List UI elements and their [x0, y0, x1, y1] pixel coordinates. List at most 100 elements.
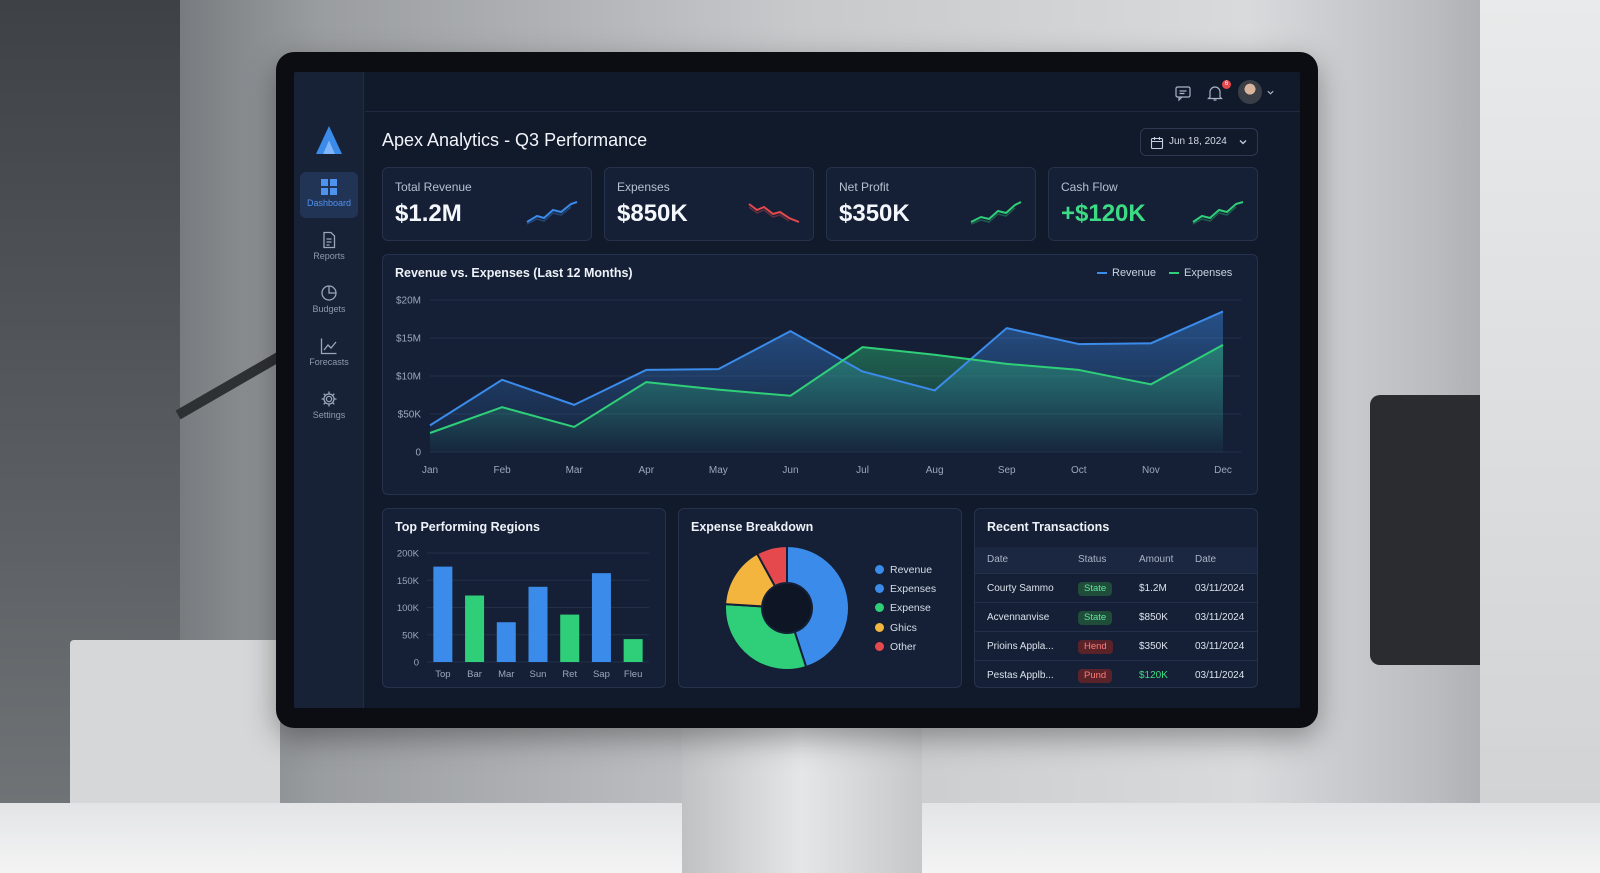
pie-legend: Revenue Expenses Expense Ghics Other [875, 561, 936, 657]
chat-icon[interactable] [1174, 84, 1192, 102]
cell-date: 03/11/2024 [1195, 612, 1245, 623]
bar-sun [528, 586, 548, 662]
cell-name: Courty Sammo [987, 583, 1054, 594]
sidebar-item-reports[interactable]: Reports [300, 225, 358, 271]
legend-swatch [875, 565, 884, 574]
top-regions-panel: Top Performing Regions 0 50K 100K 150K 200K T… [382, 508, 666, 688]
pie-legend-item[interactable]: Ghics [875, 619, 936, 638]
series-area-expenses [430, 344, 1223, 452]
avatar[interactable] [1238, 80, 1262, 104]
chart-title: Top Performing Regions [395, 520, 540, 534]
sparkline-up-icon [1192, 201, 1244, 225]
status-badge: State [1078, 611, 1113, 625]
cell-date: 03/11/2024 [1195, 670, 1245, 681]
pie-chart-icon [321, 285, 337, 301]
table-title: Recent Transactions [987, 520, 1110, 534]
cell-name: Prioins Appla... [987, 641, 1054, 652]
status-badge: Hend [1078, 640, 1113, 654]
pie-legend-item[interactable]: Revenue [875, 561, 936, 580]
legend-revenue[interactable]: Revenue [1097, 267, 1156, 279]
kpi-card-total-revenue[interactable]: Total Revenue $1.2M [382, 167, 592, 241]
legend-label: Expenses [890, 583, 937, 596]
table-row[interactable]: Prioins Appla... Hend $350K 03/11/2024 [975, 631, 1257, 660]
column-header[interactable]: Amount [1139, 554, 1174, 565]
sparkline-up-icon [970, 201, 1022, 225]
line-chart-icon [320, 338, 337, 355]
document-icon [323, 231, 336, 249]
sidebar-item-budgets[interactable]: Budgets [300, 278, 358, 324]
y-tick-label: 200K [397, 549, 420, 560]
transactions-table: Date Status Amount Date Courty Sammo Sta… [975, 547, 1257, 687]
page-title: Apex Analytics - Q3 Performance [382, 130, 648, 150]
donut-chart [724, 544, 850, 671]
kpi-label: Cash Flow [1061, 180, 1118, 194]
sidebar-item-label: Dashboard [306, 198, 352, 208]
x-tick-label: Sun [530, 669, 547, 680]
kpi-card-expenses[interactable]: Expenses $850K [604, 167, 814, 241]
bell-icon[interactable] [1206, 84, 1224, 102]
legend-label: Expense [890, 602, 931, 615]
y-tick-label: 0 [415, 448, 421, 459]
sparkline-down-icon [748, 203, 800, 223]
cell-date: 03/11/2024 [1195, 641, 1245, 652]
table-row[interactable]: Pestas Applb... Pund $120K 03/11/2024 [975, 660, 1257, 687]
kpi-value: $350K [839, 200, 910, 227]
kpi-card-cash-flow[interactable]: Cash Flow +$120K [1048, 167, 1258, 241]
y-tick-label: 0 [414, 658, 419, 669]
legend-label: Revenue [890, 564, 933, 576]
bar-chart: 0 50K 100K 150K 200K Top Bar Mar Sun Ret Sap Fleu [397, 549, 649, 680]
slice-expenses [786, 544, 850, 669]
cell-amount: $1.2M [1139, 583, 1167, 594]
x-tick-label: Bar [467, 669, 482, 680]
cell-name: Pestas Applb... [987, 670, 1054, 681]
legend-label: Revenue [1112, 267, 1157, 279]
pie-legend-item[interactable]: Expense [875, 599, 936, 618]
bar-bar [465, 595, 485, 662]
expense-breakdown-panel: Expense Breakdown Revenue Expenses Expen… [678, 508, 962, 688]
sidebar-item-label: Forecasts [309, 357, 349, 367]
x-tick-label: Aug [926, 465, 944, 476]
dashboard-icon [321, 179, 337, 195]
kpi-card-net-profit[interactable]: Net Profit $350K [826, 167, 1036, 241]
series-line-revenue [429, 310, 1224, 427]
kpi-label: Total Revenue [395, 180, 472, 194]
column-header[interactable]: Date [1195, 554, 1217, 565]
gear-icon [321, 391, 337, 407]
sidebar-item-settings[interactable]: Settings [300, 384, 358, 430]
column-header[interactable]: Status [1078, 554, 1107, 565]
y-tick-label: $15M [396, 334, 421, 345]
date-picker[interactable]: Jun 18, 2024 [1140, 128, 1258, 156]
bar-top [433, 566, 453, 662]
table-row[interactable]: Courty Sammo State $1.2M 03/11/2024 [975, 573, 1257, 602]
top-bar [365, 72, 1300, 112]
legend-expenses[interactable]: Expenses [1169, 267, 1232, 279]
filing-cabinet [70, 640, 280, 810]
recent-transactions-panel: Recent Transactions Date Status Amount D… [974, 508, 1258, 688]
legend-swatch [875, 584, 884, 594]
kpi-value: $1.2M [395, 200, 462, 227]
y-tick-label: 50K [402, 630, 420, 641]
x-tick-label: Nov [1142, 465, 1160, 476]
kpi-value: +$120K [1061, 200, 1146, 227]
bar-fleu [623, 639, 643, 662]
apex-logo-icon[interactable] [314, 124, 344, 156]
cell-amount: $120K [1139, 670, 1168, 681]
column-header[interactable]: Date [987, 554, 1009, 565]
table-row[interactable]: Acvennanvise State $850K 03/11/2024 [975, 602, 1257, 631]
x-tick-label: May [709, 465, 728, 476]
chevron-down-icon [1239, 140, 1247, 145]
sidebar-item-dashboard[interactable]: Dashboard [300, 172, 358, 218]
desk-lamp [175, 350, 285, 420]
x-tick-label: Jun [782, 465, 798, 476]
status-badge: State [1078, 582, 1113, 596]
x-tick-label: Sap [593, 669, 610, 680]
pie-legend-item[interactable]: Expenses [875, 580, 936, 599]
x-tick-label: Mar [498, 669, 514, 680]
x-tick-label: Top [435, 669, 450, 680]
pie-legend-item[interactable]: Other [875, 638, 936, 657]
date-picker-value: Jun 18, 2024 [1169, 136, 1227, 147]
cell-date: 03/11/2024 [1195, 583, 1245, 594]
chevron-down-icon[interactable] [1266, 88, 1275, 97]
donut-hole [763, 584, 811, 632]
sidebar-item-forecasts[interactable]: Forecasts [300, 331, 358, 377]
